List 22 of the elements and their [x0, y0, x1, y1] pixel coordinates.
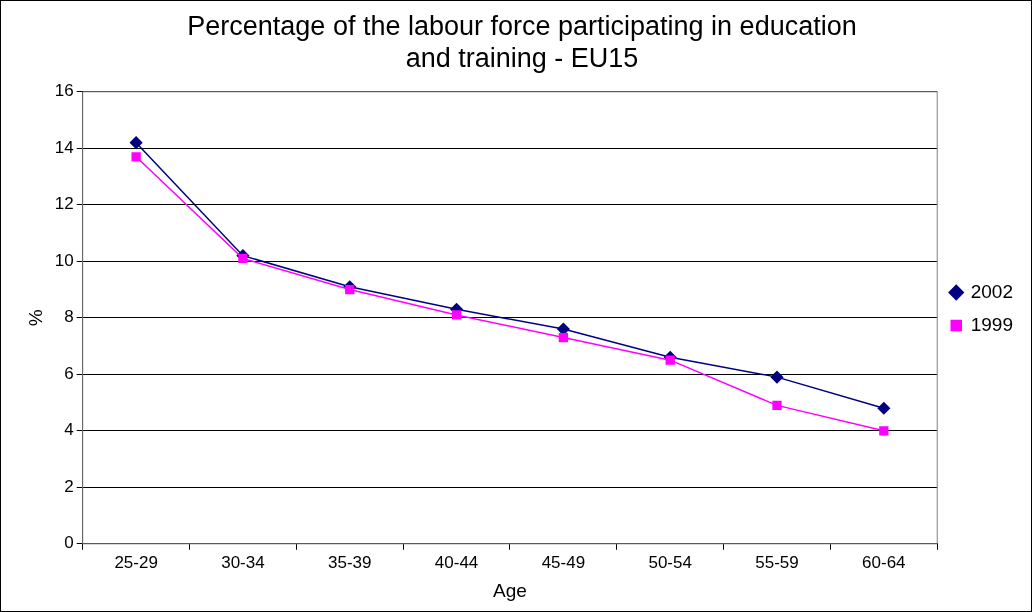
x-tick-label: 30-34 [221, 552, 265, 572]
x-tick-label: 45-49 [541, 552, 586, 572]
x-tick-label: 60-64 [862, 552, 906, 572]
y-tick-label: 12 [54, 194, 74, 214]
x-tick-label: 40-44 [434, 552, 479, 572]
x-axis-title: Age [493, 579, 527, 601]
y-tick-label: 14 [54, 137, 74, 157]
y-tick-label: 0 [64, 533, 74, 553]
x-tick-label: 25-29 [114, 552, 158, 572]
y-tick-label: 6 [64, 363, 74, 383]
y-tick-label: 10 [54, 250, 74, 270]
y-tick-label: 2 [64, 476, 74, 496]
y-tick-label: 4 [64, 420, 74, 440]
y-tick-label: 16 [54, 81, 74, 101]
x-tick-label: 35-39 [328, 552, 372, 572]
legend-label: 1999 [970, 313, 1014, 335]
x-tick-label: 50-54 [648, 552, 692, 572]
legend-label: 2002 [970, 280, 1014, 302]
y-axis-title: % [24, 309, 46, 327]
x-tick-label: 55-59 [755, 552, 799, 572]
y-tick-label: 8 [64, 307, 74, 327]
chart-title: Percentage of the labour force participating in education and training - EU15 [187, 10, 857, 74]
